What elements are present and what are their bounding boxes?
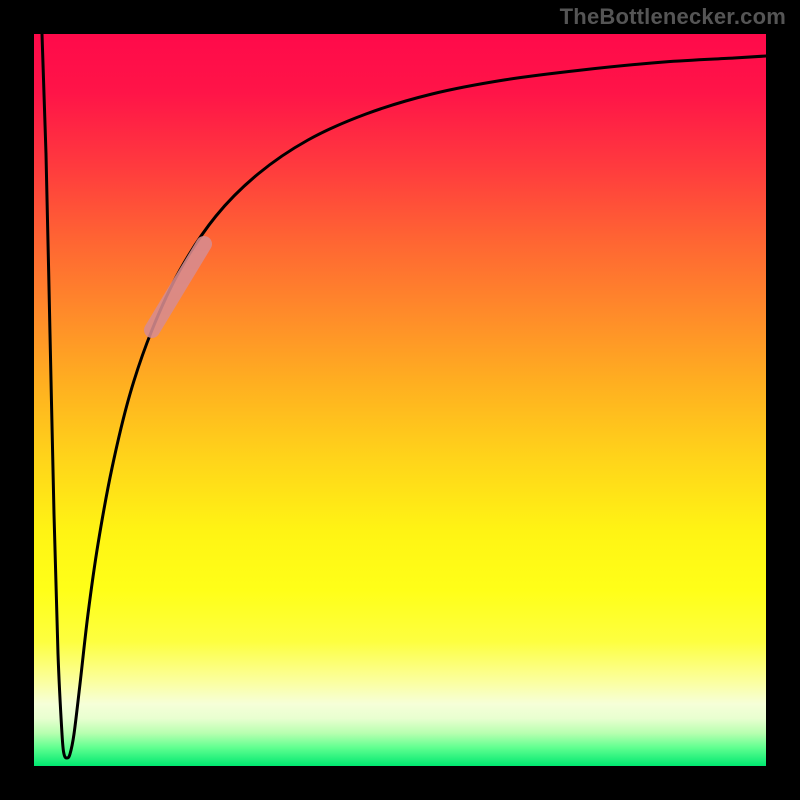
marker-highlight (152, 244, 204, 330)
chart-root: TheBottlenecker.com (0, 0, 800, 800)
curve-line (42, 34, 766, 758)
chart-plot-area (34, 34, 766, 766)
watermark-text: TheBottlenecker.com (560, 4, 786, 30)
chart-curve-layer (34, 34, 766, 766)
